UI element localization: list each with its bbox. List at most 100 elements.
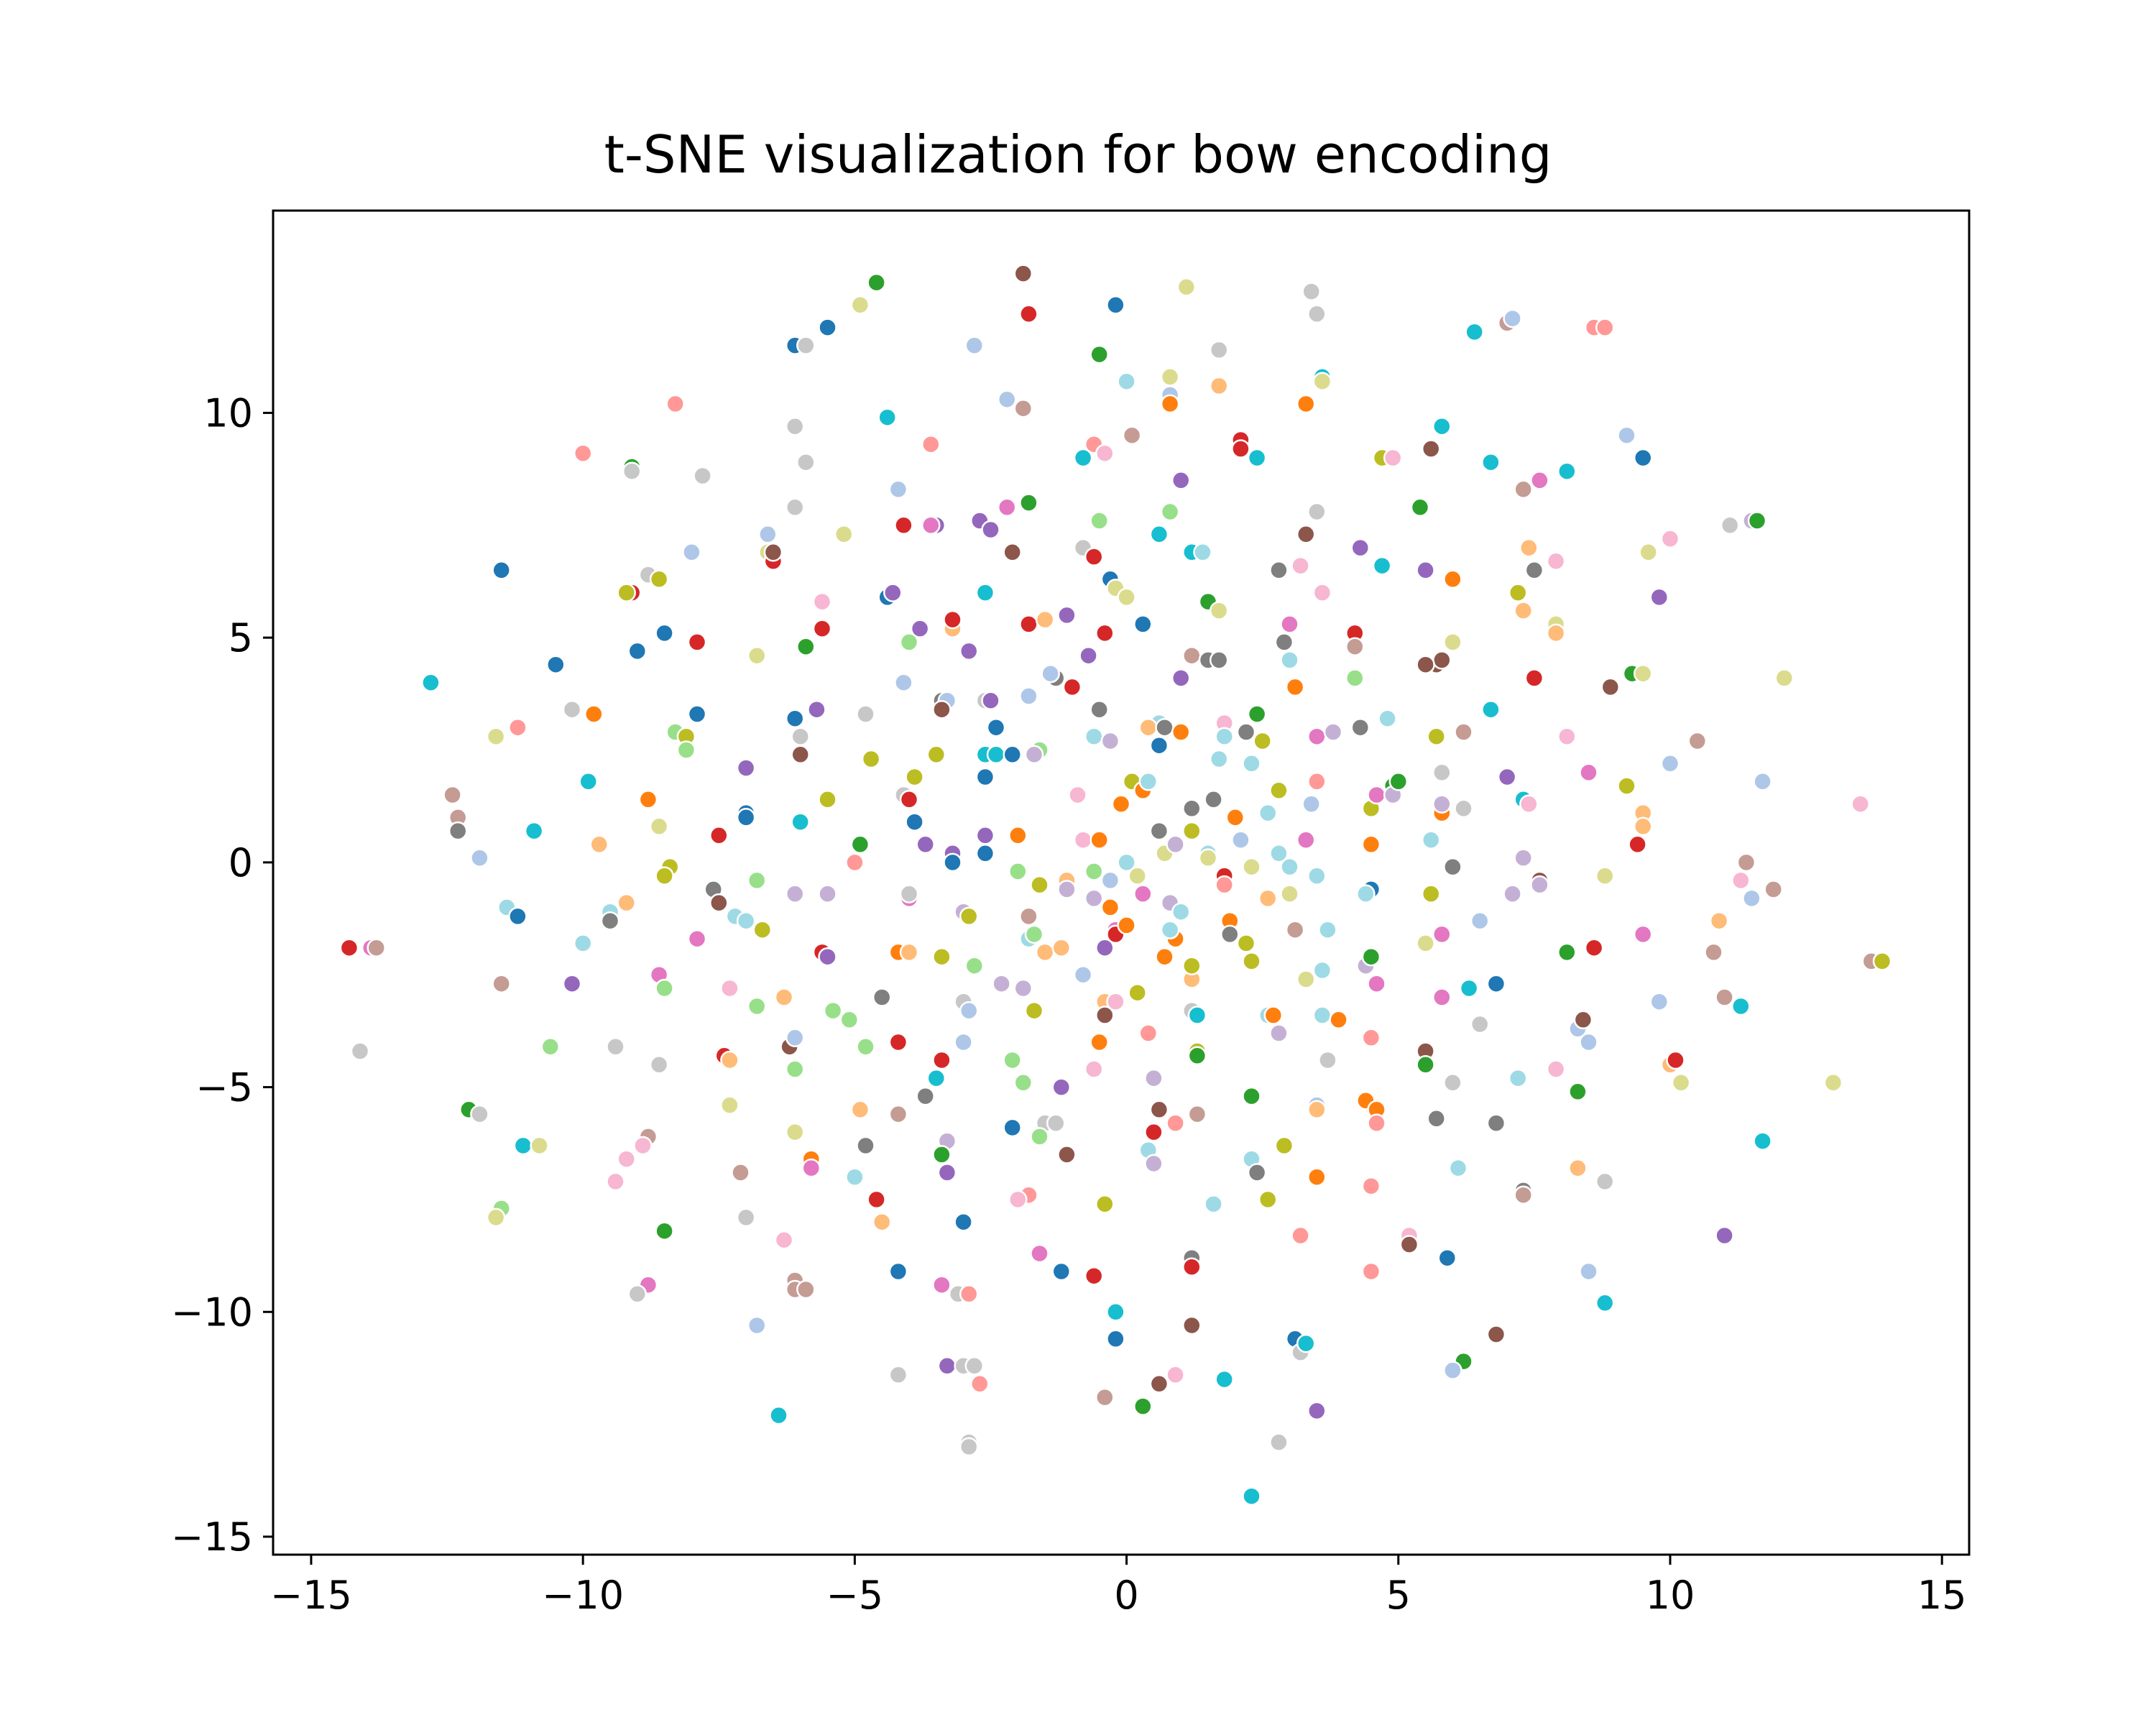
data-point <box>1117 852 1136 873</box>
data-point <box>1209 650 1229 670</box>
data-point <box>655 866 674 886</box>
data-point <box>1182 799 1202 819</box>
data-point <box>736 808 756 827</box>
data-point <box>1416 655 1435 674</box>
data-point <box>1514 848 1533 868</box>
data-point <box>486 1208 506 1228</box>
data-point <box>720 1095 740 1115</box>
data-point <box>916 834 935 855</box>
data-point <box>1361 947 1381 967</box>
data-point <box>1318 1050 1337 1070</box>
data-point <box>1443 857 1462 877</box>
data-point <box>1432 988 1452 1007</box>
data-point <box>894 515 913 535</box>
data-point <box>899 632 919 652</box>
data-point <box>1231 830 1250 850</box>
data-point <box>1242 1486 1261 1506</box>
data-point <box>964 336 985 355</box>
data-point <box>1084 888 1104 908</box>
data-point <box>1312 1006 1332 1025</box>
data-point <box>1003 745 1022 765</box>
data-point <box>1182 821 1202 841</box>
data-point <box>1242 952 1261 971</box>
data-point <box>1133 615 1153 634</box>
data-point <box>1089 699 1109 719</box>
data-point <box>975 767 995 787</box>
data-point <box>1312 583 1332 602</box>
data-point <box>1546 551 1566 571</box>
data-point <box>1302 794 1321 814</box>
data-point <box>1660 529 1680 548</box>
data-point <box>1514 1185 1533 1205</box>
data-point <box>1269 1024 1289 1043</box>
data-point <box>1019 906 1038 926</box>
data-point <box>492 974 511 993</box>
y-tick-label: −15 <box>171 1514 253 1560</box>
data-point <box>954 1212 973 1232</box>
data-point <box>1345 668 1365 688</box>
data-point <box>1013 398 1033 418</box>
data-point <box>937 1163 957 1182</box>
data-point <box>470 848 489 868</box>
data-point <box>1584 938 1604 957</box>
data-point <box>617 893 636 913</box>
data-point <box>1633 448 1653 468</box>
data-point <box>367 938 386 957</box>
data-point <box>1041 663 1060 684</box>
data-point <box>1057 880 1077 899</box>
data-point <box>1579 763 1598 783</box>
data-point <box>986 717 1006 737</box>
data-point <box>1024 745 1044 765</box>
data-point <box>1236 722 1256 742</box>
data-point <box>1410 497 1430 518</box>
data-point <box>1715 988 1734 1007</box>
x-tick-label: 10 <box>1646 1573 1695 1618</box>
data-point <box>1089 830 1109 850</box>
data-point <box>562 699 582 719</box>
data-point <box>785 884 805 903</box>
data-point <box>1144 1154 1164 1174</box>
data-point <box>736 911 756 931</box>
data-point <box>1421 830 1441 850</box>
data-point <box>1432 416 1452 436</box>
data-point <box>1013 978 1033 998</box>
data-point <box>888 1032 908 1052</box>
data-point <box>1557 727 1577 746</box>
data-point <box>1171 722 1191 742</box>
data-point <box>1312 372 1332 391</box>
data-point <box>1171 668 1191 688</box>
data-point <box>1122 426 1142 445</box>
points-layer <box>339 264 1892 1506</box>
data-point <box>899 942 919 962</box>
data-point <box>910 619 930 638</box>
data-point <box>1030 1243 1049 1264</box>
data-point <box>1100 731 1120 751</box>
data-point <box>1329 1010 1348 1030</box>
data-point <box>1149 821 1169 841</box>
data-point <box>633 1136 653 1156</box>
data-point <box>1851 794 1870 814</box>
data-point <box>1421 884 1441 903</box>
data-point <box>1600 677 1621 697</box>
data-point <box>1307 1167 1327 1187</box>
data-point <box>513 1136 533 1156</box>
data-point <box>959 641 979 661</box>
data-point <box>1231 439 1250 459</box>
data-point <box>877 408 897 427</box>
data-point <box>1187 1006 1207 1025</box>
data-point <box>932 1050 952 1070</box>
data-point <box>1367 974 1386 993</box>
data-point <box>1003 1118 1022 1138</box>
data-point <box>1296 830 1316 850</box>
data-point <box>959 1284 979 1304</box>
data-point <box>1236 934 1256 953</box>
data-point <box>486 727 506 746</box>
data-point <box>682 543 701 562</box>
data-point <box>932 1275 952 1294</box>
data-point <box>785 1059 805 1079</box>
data-point <box>1448 1158 1468 1178</box>
data-point <box>1557 461 1577 481</box>
data-point <box>1753 1131 1772 1151</box>
data-point <box>959 1437 979 1457</box>
data-point <box>1416 1055 1435 1075</box>
